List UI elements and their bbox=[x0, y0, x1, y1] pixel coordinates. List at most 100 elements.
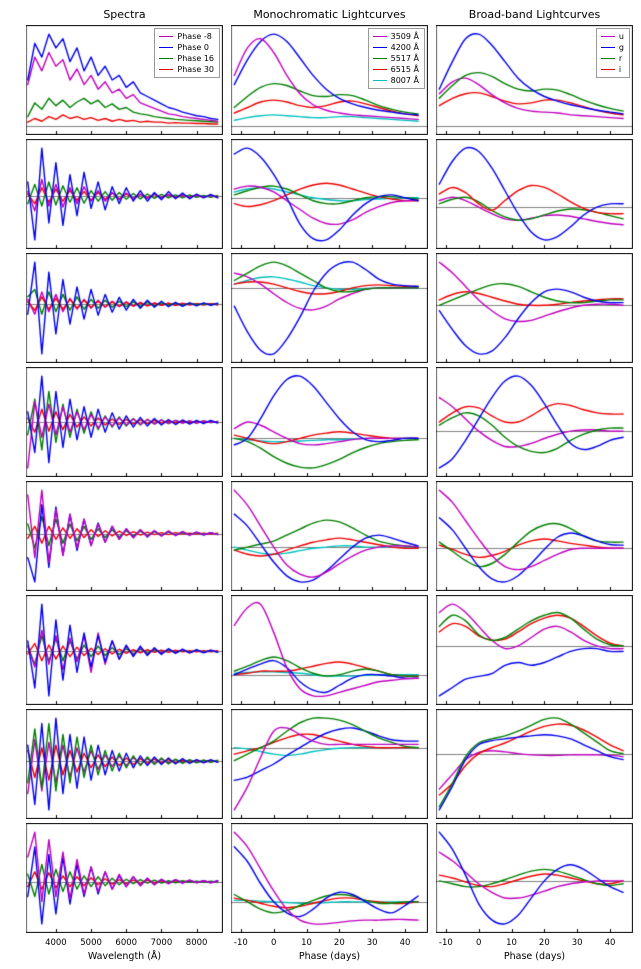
subplot-broad-7 bbox=[436, 823, 633, 933]
plot-canvas-spectra-3 bbox=[26, 367, 223, 477]
x-tick-label: 10 bbox=[301, 938, 312, 948]
x-axis-label-broad: Phase (days) bbox=[503, 951, 566, 962]
subplot-spectra-3 bbox=[26, 367, 223, 477]
legend-line-swatch bbox=[372, 36, 387, 37]
plot-canvas-broad-3 bbox=[436, 367, 633, 477]
plot-canvas-mono-2 bbox=[231, 253, 428, 363]
legend-label: r bbox=[618, 54, 623, 63]
subplot-mono-0: 3509 Å 4200 Å 5517 Å 6515 Å 8007 Å bbox=[231, 25, 428, 135]
legend-line-swatch bbox=[600, 69, 615, 70]
legend-line-swatch bbox=[372, 47, 387, 48]
x-tick-label: 10 bbox=[506, 938, 517, 948]
x-tick-label: -10 bbox=[233, 938, 248, 948]
x-tick-label: 30 bbox=[571, 938, 583, 948]
subplot-spectra-6 bbox=[26, 709, 223, 819]
legend-entry: g bbox=[600, 42, 624, 53]
x-axis-label-spectra: Wavelength (Å) bbox=[87, 951, 162, 962]
column-title-broadband-lightcurves: Broad-band Lightcurves bbox=[468, 8, 601, 21]
plot-canvas-broad-6 bbox=[436, 709, 633, 819]
subplot-broad-2 bbox=[436, 253, 633, 363]
x-axis-mono: -10 0 10 20 30 40 Phase (days) bbox=[231, 937, 428, 969]
subplot-broad-5 bbox=[436, 595, 633, 705]
x-tick-label: 7000 bbox=[150, 938, 173, 948]
row-label-eigenvector-3: Eigenvector 3 bbox=[4, 367, 42, 477]
row-label-eigenvector-1: Eigenvector 1 bbox=[4, 139, 42, 249]
legend-label: Phase 30 bbox=[177, 65, 214, 74]
plot-canvas-broad-5 bbox=[436, 595, 633, 705]
plot-canvas-broad-0 bbox=[436, 25, 633, 135]
legend-mono: 3509 Å 4200 Å 5517 Å 6515 Å 8007 Å bbox=[367, 28, 425, 89]
row-label-eigenvector-7: Eigenvector 7 bbox=[4, 823, 42, 933]
legend-entry: 5517 Å bbox=[372, 53, 419, 64]
legend-label: 3509 Å bbox=[390, 32, 419, 41]
legend-line-swatch bbox=[600, 47, 615, 48]
x-tick-label: 8000 bbox=[185, 938, 208, 948]
x-tick-label: 0 bbox=[270, 938, 277, 948]
plot-canvas-mono-6 bbox=[231, 709, 428, 819]
x-axis-broad: -10 0 10 20 30 40 Phase (days) bbox=[436, 937, 633, 969]
legend-line-swatch bbox=[159, 47, 174, 48]
row-label-eigenvector-6: Eigenvector 6 bbox=[4, 709, 42, 819]
legend-line-swatch bbox=[372, 58, 387, 59]
legend-line-swatch bbox=[159, 36, 174, 37]
row-label-eigenvector-2: Eigenvector 2 bbox=[4, 253, 42, 363]
x-tick-label: 0 bbox=[475, 938, 482, 948]
x-axis-spectra: 4000 5000 6000 7000 8000 Wavelength (Å) bbox=[26, 937, 223, 969]
legend-line-swatch bbox=[600, 36, 615, 37]
x-tick-label: 20 bbox=[538, 938, 550, 948]
row-label-eigenvector-0: Eigenvector 0 bbox=[4, 25, 42, 135]
subplot-mono-6 bbox=[231, 709, 428, 819]
plot-canvas-spectra-2 bbox=[26, 253, 223, 363]
legend-line-swatch bbox=[159, 69, 174, 70]
plot-canvas-mono-5 bbox=[231, 595, 428, 705]
row-label-eigenvector-5: Eigenvector 5 bbox=[4, 595, 42, 705]
x-tick-label: 5000 bbox=[80, 938, 102, 948]
legend-entry: Phase -8 bbox=[159, 31, 214, 42]
x-tick-label: -10 bbox=[438, 938, 453, 948]
subplot-broad-3 bbox=[436, 367, 633, 477]
legend-entry: i bbox=[600, 64, 624, 75]
legend-line-swatch bbox=[600, 58, 615, 59]
subplot-mono-5 bbox=[231, 595, 428, 705]
plot-canvas-broad-1 bbox=[436, 139, 633, 249]
legend-entry: r bbox=[600, 53, 624, 64]
subplot-broad-4 bbox=[436, 481, 633, 591]
row-label-eigenvector-4: Eigenvector 4 bbox=[4, 481, 42, 591]
subplot-mono-3 bbox=[231, 367, 428, 477]
subplot-spectra-5 bbox=[26, 595, 223, 705]
x-tick-label: 40 bbox=[604, 938, 616, 948]
column-title-spectra: Spectra bbox=[103, 8, 146, 21]
plot-canvas-broad-7 bbox=[436, 823, 633, 933]
subplot-spectra-4 bbox=[26, 481, 223, 591]
subplot-mono-2 bbox=[231, 253, 428, 363]
legend-label: 6515 Å bbox=[390, 65, 419, 74]
subplot-spectra-2 bbox=[26, 253, 223, 363]
legend-entry: 3509 Å bbox=[372, 31, 419, 42]
subplot-mono-4 bbox=[231, 481, 428, 591]
x-axis-label-mono: Phase (days) bbox=[298, 951, 361, 962]
x-tick-label: 20 bbox=[333, 938, 345, 948]
plot-canvas-mono-1 bbox=[231, 139, 428, 249]
legend-entry: Phase 16 bbox=[159, 53, 214, 64]
legend-label: 8007 Å bbox=[390, 76, 419, 85]
plot-canvas-mono-4 bbox=[231, 481, 428, 591]
plot-canvas-spectra-7 bbox=[26, 823, 223, 933]
legend-entry: Phase 0 bbox=[159, 42, 214, 53]
subplot-broad-6 bbox=[436, 709, 633, 819]
plot-canvas-spectra-6 bbox=[26, 709, 223, 819]
legend-label: Phase 16 bbox=[177, 54, 214, 63]
legend-label: u bbox=[618, 32, 624, 41]
x-tick-label: 40 bbox=[399, 938, 411, 948]
subplot-spectra-0: Phase -8 Phase 0 Phase 16 Phase 30 bbox=[26, 25, 223, 135]
plot-canvas-mono-3 bbox=[231, 367, 428, 477]
legend-label: 5517 Å bbox=[390, 54, 419, 63]
plot-canvas-broad-2 bbox=[436, 253, 633, 363]
x-tick-label: 4000 bbox=[45, 938, 67, 948]
x-tick-label: 30 bbox=[366, 938, 378, 948]
subplot-broad-1 bbox=[436, 139, 633, 249]
subplot-spectra-7 bbox=[26, 823, 223, 933]
